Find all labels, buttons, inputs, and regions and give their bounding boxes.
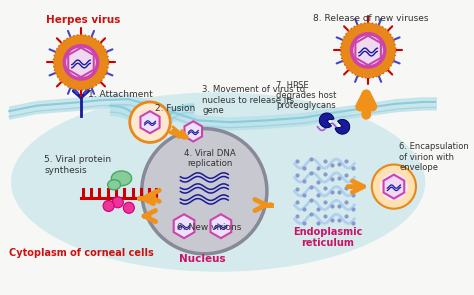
Circle shape xyxy=(337,124,340,127)
Text: Herpes virus: Herpes virus xyxy=(46,15,120,25)
Circle shape xyxy=(350,32,386,69)
Polygon shape xyxy=(383,175,404,199)
Text: 4. Viral DNA
replication: 4. Viral DNA replication xyxy=(184,149,236,168)
Text: Endoplasmic
reticulum: Endoplasmic reticulum xyxy=(292,227,362,248)
Ellipse shape xyxy=(108,180,120,190)
Circle shape xyxy=(354,36,383,65)
Polygon shape xyxy=(210,214,231,238)
Wedge shape xyxy=(335,119,350,134)
Ellipse shape xyxy=(111,171,132,186)
Text: Cytoplasm of corneal cells: Cytoplasm of corneal cells xyxy=(9,248,154,258)
Circle shape xyxy=(103,200,114,212)
Ellipse shape xyxy=(11,92,425,272)
Text: 6. Encapsulation
of virion with
envelope: 6. Encapsulation of virion with envelope xyxy=(400,142,469,172)
Text: 8. Release of new viruses: 8. Release of new viruses xyxy=(313,14,428,23)
Text: Nucleus: Nucleus xyxy=(179,254,225,264)
Circle shape xyxy=(372,165,416,209)
Text: 1. Attachment: 1. Attachment xyxy=(88,90,153,99)
Circle shape xyxy=(66,48,96,77)
Polygon shape xyxy=(140,111,160,133)
Circle shape xyxy=(329,120,331,123)
Circle shape xyxy=(63,44,100,81)
Circle shape xyxy=(112,197,123,208)
Text: 5. Viral protein
synthesis: 5. Viral protein synthesis xyxy=(44,155,111,175)
Circle shape xyxy=(123,202,134,213)
Circle shape xyxy=(380,173,408,200)
Polygon shape xyxy=(356,36,381,65)
Polygon shape xyxy=(68,48,94,77)
Wedge shape xyxy=(319,113,334,128)
Text: 7. HPSE
degrades host
proteoglycans: 7. HPSE degrades host proteoglycans xyxy=(276,81,337,110)
Polygon shape xyxy=(184,121,202,142)
Polygon shape xyxy=(173,214,194,238)
Text: 6. New virions: 6. New virions xyxy=(177,223,241,232)
Circle shape xyxy=(54,35,109,90)
Text: 3. Movement of virus to
nucleus to release its
gene: 3. Movement of virus to nucleus to relea… xyxy=(202,85,305,115)
Circle shape xyxy=(340,23,396,78)
Circle shape xyxy=(130,102,170,142)
Text: 2. Fusion: 2. Fusion xyxy=(155,104,195,113)
Circle shape xyxy=(142,129,267,254)
